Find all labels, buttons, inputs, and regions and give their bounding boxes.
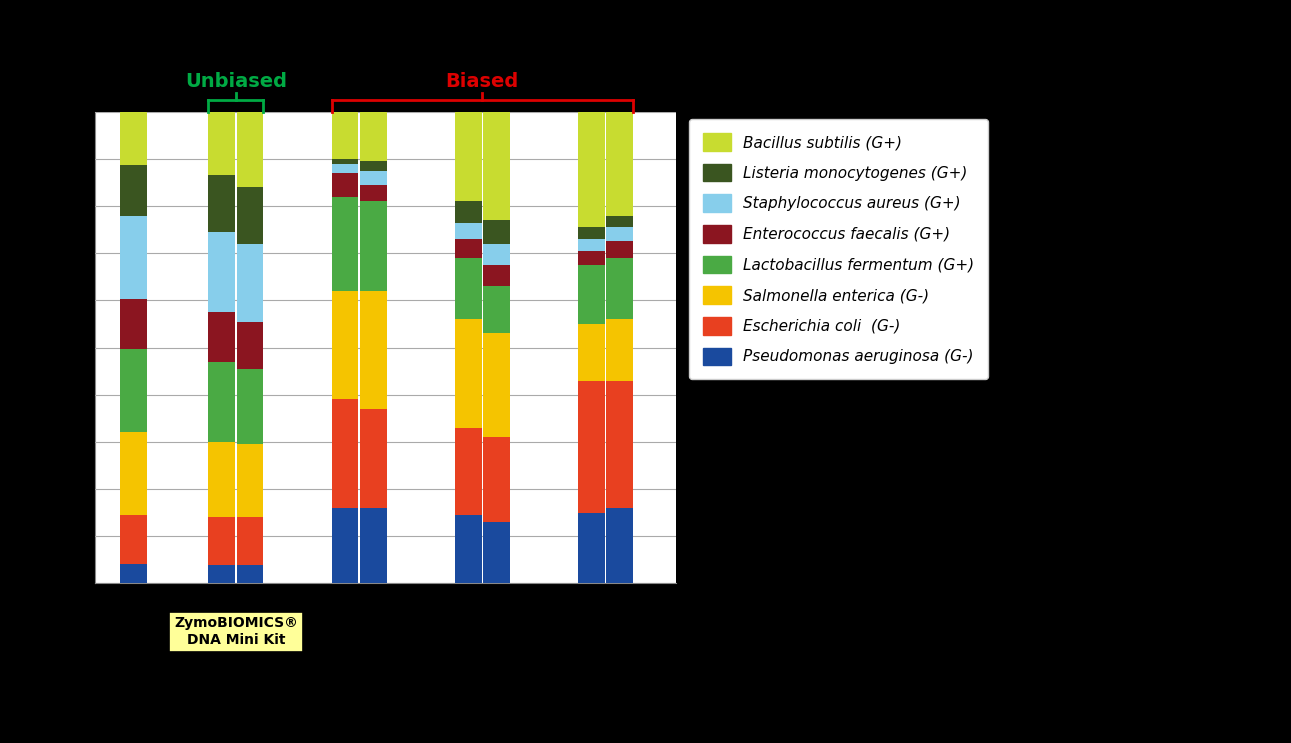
Bar — [578, 324, 605, 380]
Text: Supplier Q: Supplier Q — [564, 603, 647, 617]
Bar — [360, 201, 386, 291]
Bar — [332, 173, 359, 197]
Bar — [360, 161, 386, 171]
Bar — [578, 513, 605, 583]
Bar — [483, 334, 510, 437]
Text: HMP Protocol: HMP Protocol — [306, 603, 412, 617]
Bar — [208, 232, 235, 312]
Bar — [360, 291, 386, 409]
Bar — [208, 175, 235, 232]
Bar — [360, 185, 386, 201]
Bar — [607, 508, 633, 583]
Bar — [236, 444, 263, 517]
Text: Theoretical: Theoretical — [89, 603, 178, 617]
Bar — [236, 369, 263, 444]
Bar — [120, 432, 147, 515]
Bar — [332, 111, 359, 159]
Bar — [454, 258, 482, 319]
Bar — [578, 239, 605, 251]
Bar — [332, 163, 359, 173]
Bar — [578, 227, 605, 239]
Bar — [332, 197, 359, 291]
Bar — [483, 111, 510, 220]
Bar — [607, 227, 633, 241]
Bar — [454, 428, 482, 515]
Bar — [578, 380, 605, 513]
Bar — [120, 348, 147, 432]
Bar — [332, 291, 359, 400]
Bar — [483, 286, 510, 334]
Bar — [578, 265, 605, 324]
Bar — [236, 565, 263, 583]
Bar — [454, 201, 482, 223]
Bar — [454, 515, 482, 583]
Bar — [236, 244, 263, 322]
Bar — [607, 215, 633, 227]
Bar — [360, 409, 386, 508]
Text: Unbiased: Unbiased — [185, 71, 287, 91]
Bar — [483, 244, 510, 265]
Bar — [483, 220, 510, 244]
Text: ZymoBIOMICS®
DNA Mini Kit: ZymoBIOMICS® DNA Mini Kit — [174, 617, 298, 646]
Bar — [483, 265, 510, 286]
Bar — [483, 437, 510, 522]
Bar — [360, 111, 386, 161]
Bar — [578, 251, 605, 265]
Bar — [208, 442, 235, 517]
Bar — [360, 171, 386, 185]
Bar — [120, 111, 147, 165]
Bar — [208, 111, 235, 175]
Bar — [332, 159, 359, 163]
Bar — [483, 522, 510, 583]
Bar — [120, 216, 147, 299]
Bar — [236, 187, 263, 244]
Bar — [607, 258, 633, 319]
Bar — [607, 241, 633, 258]
Bar — [332, 508, 359, 583]
Bar — [607, 319, 633, 380]
Bar — [332, 400, 359, 508]
Bar — [360, 508, 386, 583]
Bar — [236, 111, 263, 187]
Bar — [607, 380, 633, 508]
Bar — [578, 111, 605, 227]
Text: Biased: Biased — [445, 71, 519, 91]
Bar — [120, 515, 147, 564]
Legend: Bacillus subtilis (G+), Listeria monocytogenes (G+), Staphylococcus aureus (G+),: Bacillus subtilis (G+), Listeria monocyt… — [689, 120, 988, 379]
Bar — [454, 319, 482, 428]
Bar — [208, 312, 235, 362]
Bar — [120, 165, 147, 216]
Bar — [208, 362, 235, 442]
Bar — [208, 565, 235, 583]
Bar — [454, 111, 482, 201]
Bar — [236, 322, 263, 369]
Y-axis label: Microbial Composition (16S Counts): Microbial Composition (16S Counts) — [15, 195, 30, 501]
Bar — [236, 517, 263, 565]
Bar — [120, 299, 147, 348]
Bar — [454, 223, 482, 239]
Bar — [208, 517, 235, 565]
Bar — [607, 111, 633, 215]
Text: Supplier M: Supplier M — [440, 603, 524, 617]
Bar — [454, 239, 482, 258]
Bar — [120, 564, 147, 583]
